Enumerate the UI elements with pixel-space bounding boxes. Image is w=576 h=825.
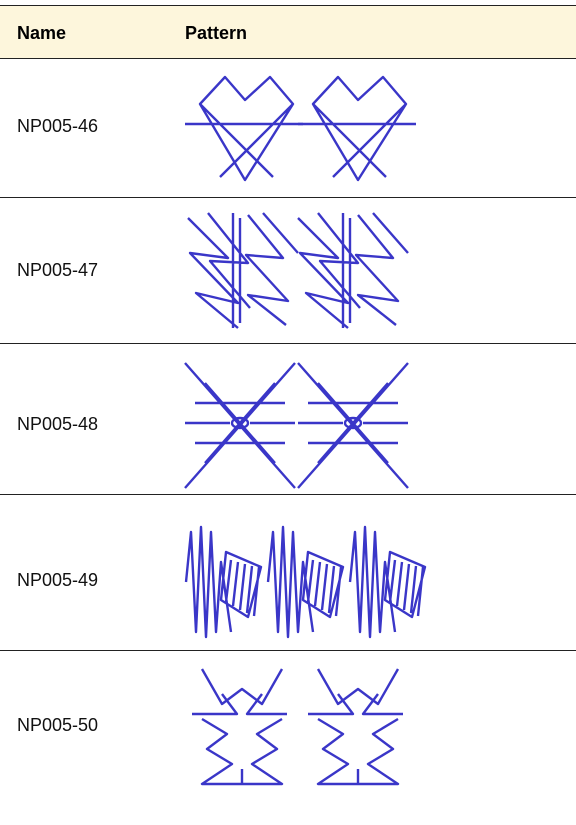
table-header: Name Pattern <box>0 5 576 59</box>
header-cell: Name <box>17 23 67 43</box>
pattern-motif <box>348 525 427 639</box>
pattern-motif <box>190 667 289 786</box>
pattern-motif <box>296 361 410 490</box>
pattern-motif <box>266 525 345 639</box>
row-name: NP005-46 <box>17 116 99 136</box>
pattern-motif <box>184 525 263 639</box>
row-name: NP005-49 <box>17 570 99 590</box>
row-separator <box>0 650 576 651</box>
pattern-motif <box>183 75 305 182</box>
row-name: NP005-50 <box>17 715 99 735</box>
header-cell: Pattern <box>185 23 248 43</box>
pattern-motif <box>186 211 300 330</box>
row-separator <box>0 494 576 495</box>
pattern-motif <box>183 361 297 490</box>
pattern-motif <box>296 211 410 330</box>
row-separator <box>0 197 576 198</box>
pattern-motif <box>306 667 405 786</box>
row-name: NP005-47 <box>17 260 99 280</box>
row-separator <box>0 343 576 344</box>
row-name: NP005-48 <box>17 414 99 434</box>
pattern-motif <box>296 75 418 182</box>
